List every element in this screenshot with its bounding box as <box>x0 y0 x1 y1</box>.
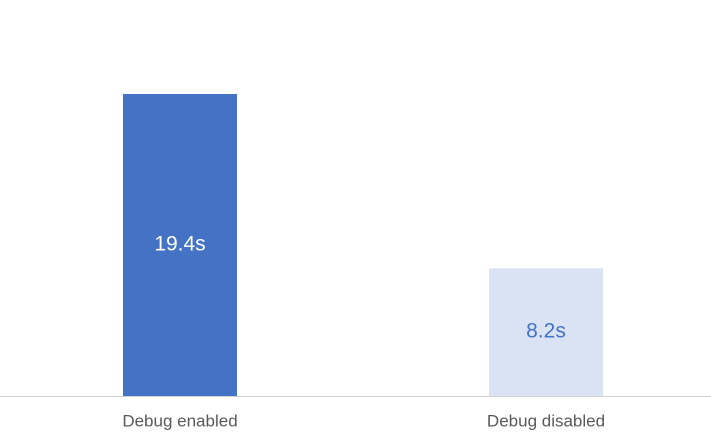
value-label: 19.4s <box>154 233 205 256</box>
x-tick-label: Debug disabled <box>487 411 605 430</box>
bar <box>489 268 603 396</box>
bar <box>123 94 237 396</box>
value-label: 8.2s <box>526 320 566 343</box>
x-tick-label: Debug enabled <box>122 411 237 430</box>
